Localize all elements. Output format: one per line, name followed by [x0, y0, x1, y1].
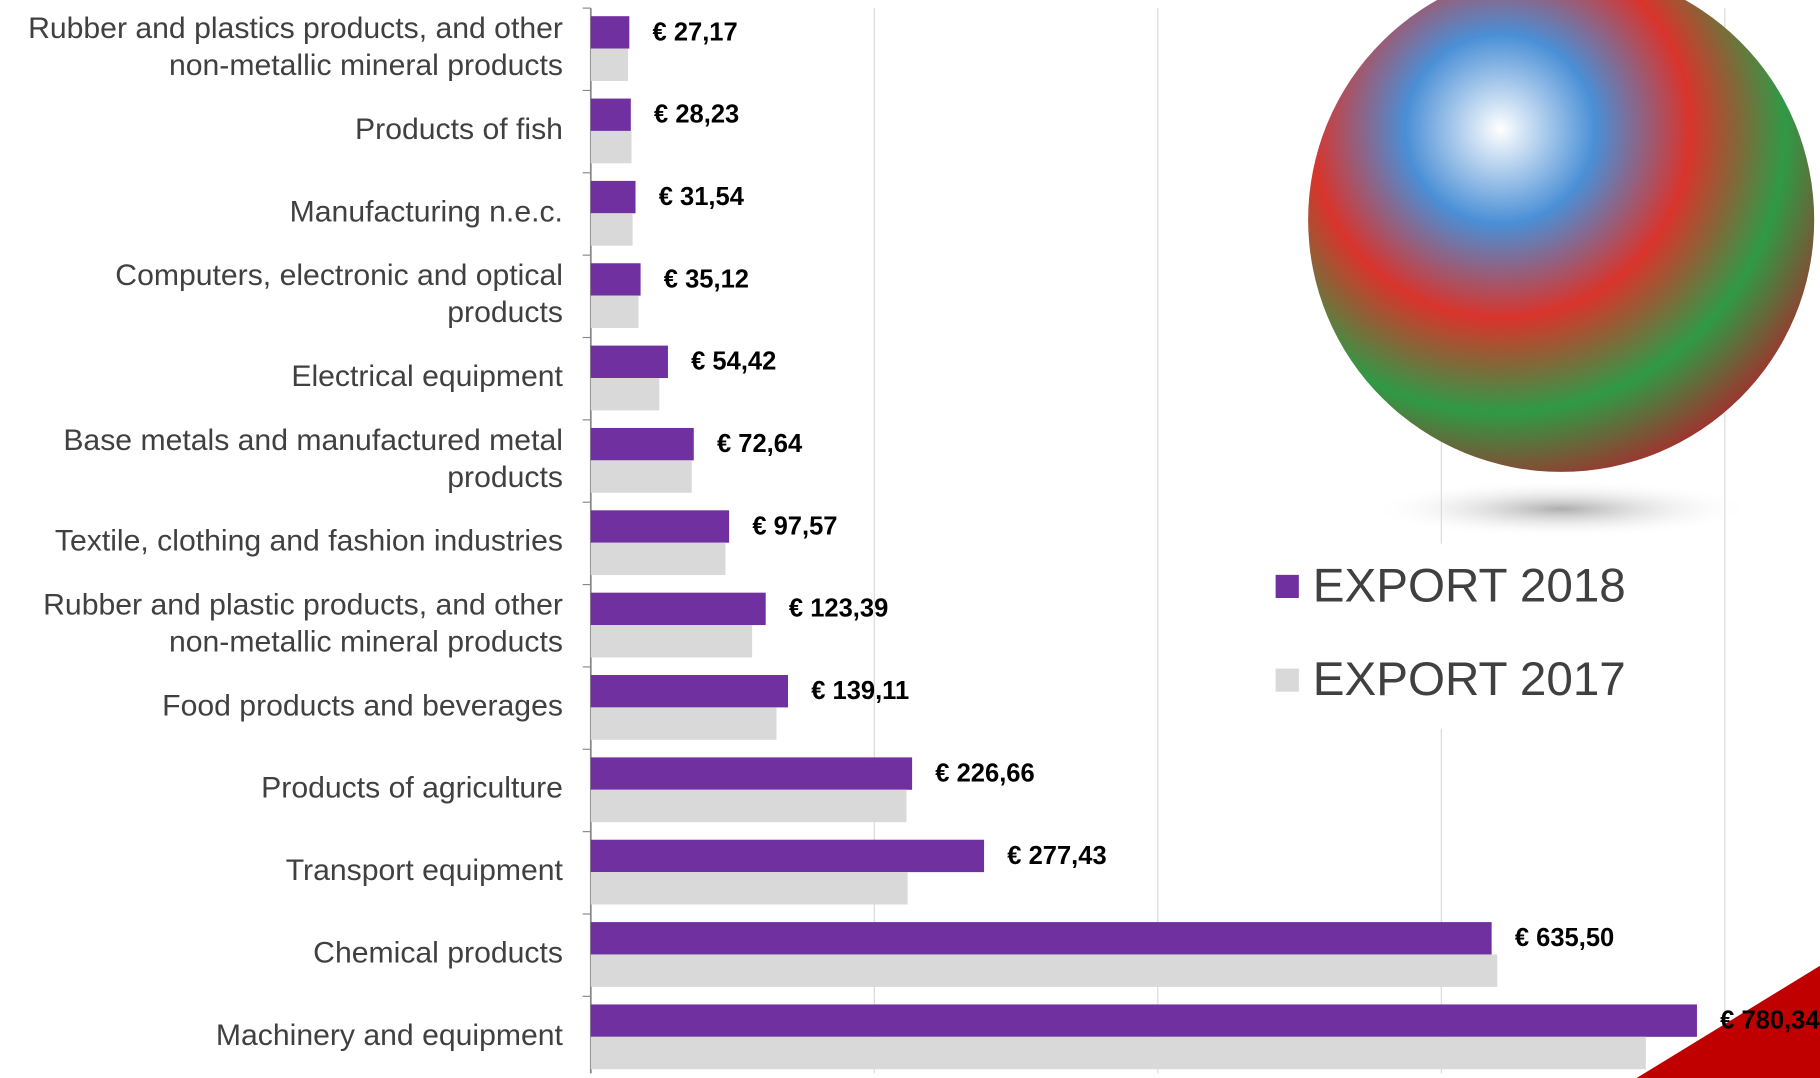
value-label: € 123,39	[789, 595, 888, 623]
bar	[590, 510, 730, 543]
label-line: Rubber and plastics products, and other	[28, 12, 563, 45]
y-tick-label: Computers, electronic and optical product…	[115, 259, 563, 329]
y-tick-label: Products of agriculture	[261, 772, 563, 805]
label-line: Electrical equipment	[291, 360, 563, 393]
bar	[590, 625, 753, 658]
legend-swatch	[1275, 574, 1299, 598]
value-label: € 31,54	[659, 183, 745, 211]
label-line: Computers, electronic and optical	[115, 259, 563, 292]
bar	[590, 1036, 1646, 1070]
globe-shadow	[1369, 480, 1753, 538]
bar	[590, 460, 692, 493]
y-tick-label: Machinery and equipment	[216, 1019, 564, 1052]
bar	[590, 542, 726, 576]
y-tick-label: Products of fish	[355, 113, 563, 146]
value-label: € 97,57	[752, 512, 837, 540]
label-line: non-metallic mineral products	[169, 49, 563, 82]
label-line: Machinery and equipment	[216, 1019, 564, 1052]
bar	[590, 16, 630, 49]
bar	[590, 872, 908, 905]
label-line: Chemical products	[313, 936, 563, 969]
bar	[590, 954, 1498, 987]
value-label: € 780,34	[1720, 1007, 1820, 1035]
y-tick-label: Manufacturing n.e.c.	[290, 195, 563, 228]
label-line: Manufacturing n.e.c.	[290, 195, 563, 228]
bar	[590, 789, 907, 823]
bar	[590, 345, 668, 378]
label-line: products	[447, 461, 563, 494]
value-label: € 28,23	[654, 101, 739, 129]
label-line: non-metallic mineral products	[169, 626, 563, 659]
label-line: Textile, clothing and fashion industries	[55, 525, 563, 558]
legend-background	[1259, 543, 1655, 729]
bar	[590, 48, 628, 81]
bar	[590, 707, 777, 740]
value-label: € 277,43	[1007, 842, 1106, 870]
label-line: Food products and beverages	[162, 689, 563, 722]
bar	[590, 922, 1492, 955]
bar	[590, 427, 694, 461]
y-tick-label: Transport equipment	[286, 854, 564, 887]
bar	[590, 98, 631, 131]
label-line: products	[447, 296, 563, 329]
y-tick-label: Textile, clothing and fashion industries	[55, 525, 563, 558]
value-label: € 35,12	[664, 265, 749, 293]
y-tick-label: Food products and beverages	[162, 689, 563, 722]
bar	[590, 839, 985, 873]
bar	[590, 377, 660, 411]
bar	[590, 180, 636, 214]
bar	[590, 757, 913, 790]
legend-swatch	[1275, 668, 1299, 692]
globe-illustration	[1259, 0, 1820, 1078]
value-label: € 27,17	[653, 18, 738, 46]
y-tick-label: Electrical equipment	[291, 360, 563, 393]
value-label: € 139,11	[811, 677, 909, 705]
bar	[590, 130, 632, 164]
label-line: Transport equipment	[286, 854, 564, 887]
legend-label: EXPORT 2017	[1313, 653, 1626, 706]
bar	[590, 263, 641, 296]
y-tick-label: Rubber and plastics products, and other n…	[28, 12, 563, 82]
label-line: Products of fish	[355, 113, 563, 146]
bar	[590, 213, 633, 246]
y-tick-label: Base metals and manufactured metal produc…	[63, 424, 563, 494]
label-line: Base metals and manufactured metal	[63, 424, 563, 457]
bar	[590, 295, 639, 329]
value-label: € 226,66	[935, 759, 1034, 787]
corner-accent	[1636, 965, 1820, 1078]
label-line: Rubber and plastic products, and other	[43, 589, 563, 622]
legend-label: EXPORT 2018	[1313, 559, 1626, 612]
y-tick-label: Rubber and plastic products, and other no…	[43, 589, 563, 659]
value-label: € 72,64	[717, 430, 803, 458]
bar	[590, 1004, 1697, 1037]
label-line: Products of agriculture	[261, 772, 563, 805]
globe	[1308, 0, 1815, 472]
value-label: € 635,50	[1515, 924, 1614, 952]
value-label: € 54,42	[691, 348, 776, 376]
y-tick-label: Chemical products	[313, 936, 563, 969]
bar	[590, 592, 766, 626]
bar	[590, 675, 788, 708]
